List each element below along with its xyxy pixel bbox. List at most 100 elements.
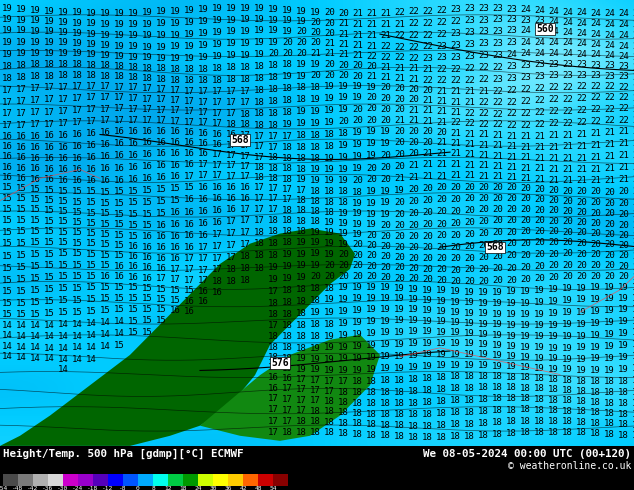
Text: 16: 16 [30,132,41,141]
Text: 20: 20 [422,86,433,95]
Text: 16: 16 [184,243,195,252]
Text: 48: 48 [254,487,262,490]
Text: 21: 21 [632,163,634,172]
Text: 17: 17 [268,405,279,415]
Text: 23: 23 [506,38,517,47]
Text: 23: 23 [464,4,475,13]
Text: 18: 18 [492,372,503,381]
Text: 17: 17 [240,172,251,181]
Text: 20: 20 [394,264,404,272]
Text: 20: 20 [464,266,475,274]
Text: 16: 16 [128,252,139,261]
Text: 15: 15 [86,219,97,228]
Text: 19: 19 [184,53,195,63]
Text: 14: 14 [100,330,111,339]
Text: 19: 19 [44,7,55,16]
Text: 19: 19 [310,176,321,185]
Text: 19: 19 [464,298,475,307]
Text: 20: 20 [506,251,517,261]
Text: 16: 16 [212,288,223,296]
Text: 19: 19 [338,319,349,328]
Text: 18: 18 [632,410,634,419]
Text: 15: 15 [156,295,167,304]
Text: 19: 19 [618,305,629,315]
Text: 22: 22 [562,119,573,127]
Text: 17: 17 [198,87,209,96]
Text: 16: 16 [86,153,97,162]
Text: 19: 19 [310,107,321,116]
Text: 20: 20 [338,117,349,126]
Text: 18: 18 [268,97,279,106]
Text: 22: 22 [618,116,629,125]
Text: 22: 22 [394,53,404,62]
Text: 16: 16 [58,154,68,163]
Text: 14: 14 [44,354,55,363]
Text: 20: 20 [506,205,517,214]
Text: 20: 20 [352,72,363,81]
Text: 18: 18 [464,384,475,392]
Text: 16: 16 [128,242,139,251]
Text: 15: 15 [16,239,27,248]
Text: 22: 22 [380,42,391,51]
Text: 14: 14 [58,355,68,364]
Text: 19: 19 [212,28,223,37]
Text: 19: 19 [450,287,461,296]
Text: 19: 19 [128,9,139,18]
Text: 14: 14 [44,321,55,330]
Text: 19: 19 [254,26,265,35]
Text: 19: 19 [492,341,503,350]
Text: 20: 20 [548,217,559,226]
Text: 19: 19 [408,327,418,337]
Text: 17: 17 [212,109,223,118]
Text: 15: 15 [44,206,55,215]
Text: 18: 18 [506,373,517,382]
Text: 15: 15 [86,261,97,270]
Text: 20: 20 [436,220,447,228]
Text: 22: 22 [506,86,517,95]
Text: 19: 19 [296,273,307,282]
Text: 16: 16 [114,127,125,137]
Text: 20: 20 [422,220,433,229]
Text: 20: 20 [632,252,634,261]
Text: 16: 16 [2,173,13,182]
Text: 18: 18 [632,399,634,408]
Text: 20: 20 [324,60,335,69]
Text: 18: 18 [450,384,461,393]
Text: 21: 21 [366,73,377,81]
Text: 17: 17 [170,86,181,95]
Text: 18: 18 [310,131,321,140]
Text: 20: 20 [520,275,531,284]
Text: 20: 20 [450,207,461,216]
Text: 19: 19 [478,361,489,370]
Text: 20: 20 [534,238,545,247]
Text: 15: 15 [2,183,13,192]
Text: 17: 17 [16,85,27,94]
Text: 18: 18 [408,399,418,408]
Text: 24: 24 [562,49,573,58]
Text: 16: 16 [58,143,68,151]
Text: 20: 20 [408,232,418,241]
Text: 18: 18 [268,332,279,341]
Text: 15: 15 [72,249,83,259]
Text: 24: 24 [604,51,615,60]
Text: 22: 22 [590,94,601,102]
Text: 20: 20 [632,221,634,230]
Text: 21: 21 [464,172,475,180]
Text: 20: 20 [590,229,601,238]
Text: 19: 19 [576,343,586,352]
Text: -54: -54 [0,487,9,490]
Text: 18: 18 [338,388,349,396]
Text: 16: 16 [170,243,181,252]
Text: 21: 21 [380,9,391,18]
Text: 18: 18 [338,429,349,438]
Text: 20: 20 [408,197,418,206]
Text: 19: 19 [324,332,335,341]
Text: 20: 20 [408,127,418,136]
Text: 20: 20 [380,94,391,103]
Text: 19: 19 [296,17,307,26]
Text: 19: 19 [352,198,363,208]
Text: 15: 15 [44,238,55,247]
Text: 19: 19 [506,332,517,341]
Text: 15: 15 [2,240,13,248]
Text: 17: 17 [100,105,111,114]
